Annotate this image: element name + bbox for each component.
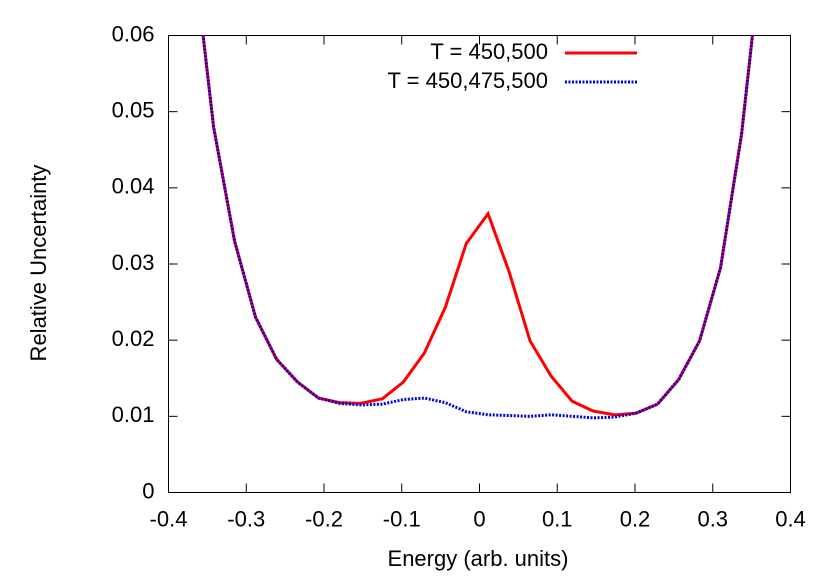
x-axis-label: Energy (arb. units) (388, 546, 569, 571)
x-tick-label: -0.3 (227, 506, 265, 531)
legend-label: T = 450,500 (430, 39, 548, 64)
series-line (201, 35, 754, 420)
plot-lines (201, 35, 754, 420)
x-tick-label: -0.2 (305, 506, 343, 531)
x-tick-label: -0.1 (383, 506, 421, 531)
x-tick-label: -0.4 (150, 506, 188, 531)
plot-frame (168, 35, 791, 493)
y-axis-label: Relative Uncertainty (26, 165, 51, 362)
y-tick-label: 0.01 (112, 402, 155, 427)
x-tick-label: 0.2 (620, 506, 651, 531)
x-tick-label: 0.3 (697, 506, 728, 531)
x-tick-label: 0.4 (775, 506, 806, 531)
y-tick-label: 0.02 (112, 326, 155, 351)
x-tick-label: 0 (473, 506, 485, 531)
y-tick-label: 0.03 (112, 250, 155, 275)
y-tick-label: 0 (142, 478, 154, 503)
x-tick-label: 0.1 (542, 506, 573, 531)
y-tick-label: 0.04 (112, 174, 155, 199)
y-tick-label: 0.06 (112, 21, 155, 46)
legend-label: T = 450,475,500 (388, 68, 548, 93)
y-tick-label: 0.05 (112, 97, 155, 122)
